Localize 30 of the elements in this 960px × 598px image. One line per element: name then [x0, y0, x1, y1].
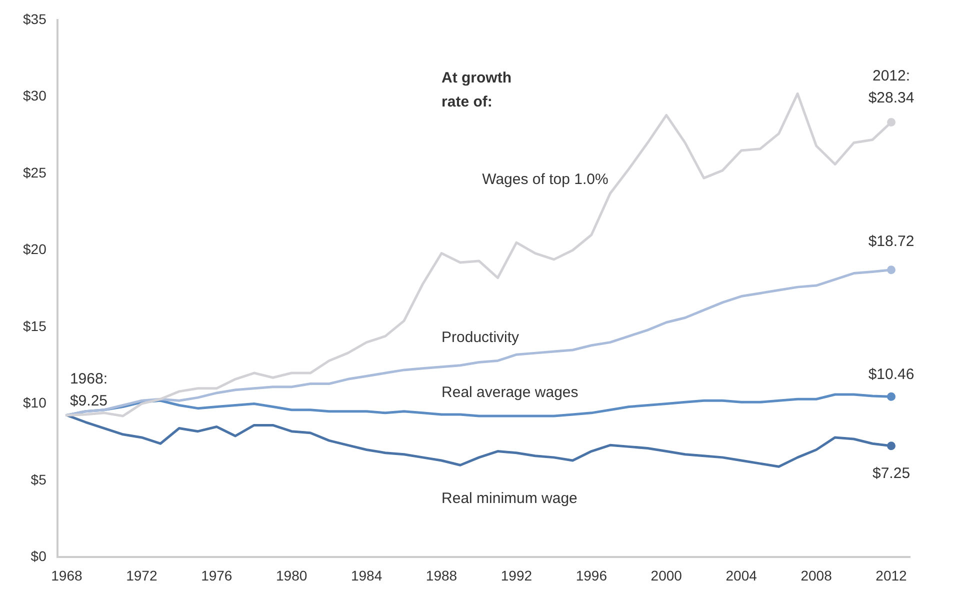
x-tick-label: 2012: [876, 567, 908, 584]
x-tick-label: 1972: [126, 567, 158, 584]
y-tick-label: $35: [23, 10, 47, 27]
series-label: Real average wages: [442, 384, 578, 402]
series-label: Productivity: [442, 328, 520, 346]
annotation: $18.72: [868, 233, 914, 250]
x-tick-label: 1968: [51, 567, 83, 584]
y-tick-label: $20: [23, 241, 47, 258]
x-tick-label: 1988: [426, 567, 458, 584]
y-tick-label: $15: [23, 318, 47, 334]
x-tick-label: 1992: [500, 567, 532, 584]
series-label: Wages of top 1.0%: [482, 170, 608, 188]
annotation: 2012: $28.34: [868, 67, 914, 106]
x-tick-label: 1996: [576, 567, 608, 584]
annotation: At growth rate of:: [442, 69, 512, 110]
x-tick-label: 2008: [800, 567, 832, 584]
y-tick-label: $0: [30, 548, 47, 564]
y-tick-label: $30: [23, 88, 47, 104]
annotation: $7.25: [872, 465, 910, 482]
y-tick-label: $25: [23, 164, 47, 180]
x-tick-label: 1976: [201, 567, 232, 584]
y-tick-label: $10: [23, 394, 47, 411]
annotation: 1968: $9.25: [70, 370, 108, 410]
annotation: $10.46: [868, 366, 914, 383]
x-tick-label: 1984: [350, 567, 382, 584]
x-tick-label: 2004: [726, 567, 758, 584]
series-label: Real minimum wage: [442, 490, 578, 508]
x-tick-label: 1980: [276, 567, 308, 584]
y-tick-label: $5: [30, 471, 47, 488]
x-tick-label: 2000: [650, 567, 682, 584]
